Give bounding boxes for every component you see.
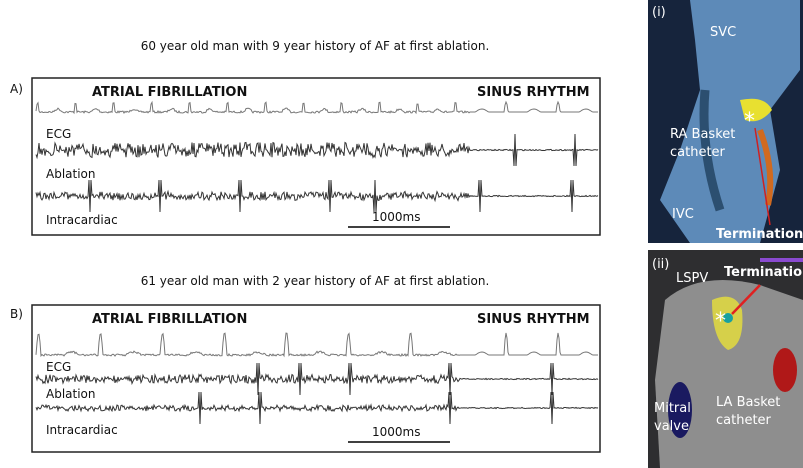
scale-label: 1000ms — [372, 425, 420, 439]
trace-label: ECG — [46, 360, 71, 374]
pointer — [754, 127, 771, 226]
annotation: LA Basket — [716, 395, 780, 410]
catheter — [757, 128, 774, 206]
rhythm-label: SINUS RHYTHM — [477, 85, 590, 100]
atrium-shape — [655, 280, 803, 468]
image-label: (i) — [652, 5, 666, 20]
panel-frame — [31, 304, 601, 453]
annotation: Termination — [716, 227, 803, 242]
annotation: catheter — [716, 413, 772, 428]
trace-label: Intracardiac — [46, 423, 118, 437]
signal-trace — [35, 133, 599, 167]
atrium-shape — [660, 0, 800, 243]
annotation: * — [744, 109, 755, 134]
rhythm-label: ATRIAL FIBRILLATION — [92, 312, 247, 327]
rhythm-label: SINUS RHYTHM — [477, 312, 590, 327]
focal-area — [740, 98, 772, 122]
annotation: Mitral — [654, 401, 691, 416]
marker — [723, 313, 733, 323]
signal-trace — [35, 362, 599, 396]
annotation: SVC — [710, 25, 736, 40]
annotation: RA Basket — [670, 127, 735, 142]
annotation: IVC — [672, 207, 694, 222]
annotation: catheter — [670, 145, 726, 160]
image-label: (ii) — [652, 257, 669, 272]
signal-trace — [35, 100, 598, 115]
panel-label: B) — [10, 307, 23, 321]
panel-label: A) — [10, 82, 23, 96]
signal-trace — [35, 391, 599, 425]
caption: 61 year old man with 2 year history of A… — [141, 274, 490, 288]
signal-trace — [35, 332, 598, 358]
trace-label: Ablation — [46, 387, 96, 401]
trace-label: Ablation — [46, 167, 96, 181]
activation-area — [773, 348, 797, 392]
annotation: LSPV — [676, 271, 708, 286]
trace-label: ECG — [46, 127, 71, 141]
signal-trace — [35, 179, 599, 213]
scale-label: 1000ms — [372, 210, 420, 224]
annotation: Termination — [724, 265, 803, 280]
trace-label: Intracardiac — [46, 213, 118, 227]
pointer — [731, 284, 761, 315]
caption: 60 year old man with 9 year history of A… — [141, 39, 490, 53]
valve-shape — [668, 382, 692, 438]
rhythm-label: ATRIAL FIBRILLATION — [92, 85, 247, 100]
catheter — [699, 89, 725, 212]
annotation: * — [715, 309, 726, 334]
panel-frame — [31, 77, 601, 236]
color-scale — [760, 258, 803, 262]
annotation: valve — [654, 419, 689, 434]
